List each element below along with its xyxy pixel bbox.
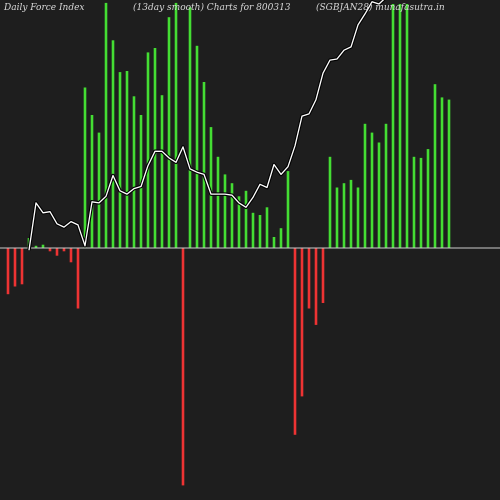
force-bar-positive: [286, 171, 290, 248]
force-bar-negative: [69, 248, 73, 263]
force-bar-positive: [440, 97, 444, 249]
force-bar-positive: [258, 215, 262, 248]
force-bar-positive: [363, 123, 367, 248]
force-bar-negative: [13, 248, 17, 287]
force-bar-positive: [335, 187, 339, 248]
force-bar-positive: [41, 244, 45, 248]
force-bar-positive: [328, 156, 332, 248]
force-bar-positive: [83, 87, 87, 248]
force-bar-positive: [279, 228, 283, 248]
force-bar-positive: [160, 95, 164, 248]
force-bar-positive: [419, 157, 423, 248]
force-bar-positive: [223, 174, 227, 248]
chart-header-left: Daily Force Index: [4, 3, 85, 13]
force-bar-positive: [384, 123, 388, 248]
force-bar-positive: [447, 99, 451, 248]
force-bar-negative: [20, 248, 24, 285]
force-bar-positive: [153, 48, 157, 248]
force-bar-positive: [230, 183, 234, 248]
force-bar-positive: [265, 207, 269, 248]
force-bar-negative: [314, 248, 318, 325]
force-bar-positive: [111, 40, 115, 248]
force-bar-positive: [125, 71, 129, 248]
force-bar-positive: [426, 149, 430, 248]
force-bar-negative: [76, 248, 80, 309]
chart-header-center: (13day smooth) Charts for 800313: [133, 3, 291, 13]
force-bar-negative: [48, 248, 52, 252]
force-bar-positive: [216, 156, 220, 248]
smooth-line: [28, 0, 385, 251]
force-bar-positive: [188, 7, 192, 248]
force-bar-positive: [272, 237, 276, 248]
force-bar-negative: [307, 248, 311, 309]
force-bar-positive: [356, 187, 360, 248]
force-bar-positive: [349, 179, 353, 248]
force-bar-positive: [405, 4, 409, 248]
force-bar-positive: [251, 212, 255, 248]
force-bar-positive: [167, 17, 171, 249]
force-bar-positive: [342, 183, 346, 248]
force-bar-positive: [209, 127, 213, 248]
force-bar-positive: [90, 115, 94, 248]
force-bar-negative: [293, 248, 297, 435]
force-bar-positive: [391, 4, 395, 248]
force-bar-positive: [398, 4, 402, 248]
force-bar-positive: [174, 2, 178, 249]
force-bar-positive: [202, 82, 206, 248]
force-bar-negative: [6, 248, 10, 295]
force-bar-positive: [412, 156, 416, 248]
force-bar-positive: [146, 52, 150, 249]
force-bar-positive: [104, 2, 108, 249]
force-bar-positive: [118, 72, 122, 248]
force-bar-negative: [300, 248, 304, 397]
force-bar-positive: [433, 84, 437, 248]
force-bar-positive: [195, 45, 199, 248]
force-bar-positive: [132, 96, 136, 248]
force-bar-positive: [34, 245, 38, 248]
force-bar-negative: [62, 248, 66, 252]
force-bar-positive: [370, 132, 374, 248]
force-bar-negative: [181, 248, 185, 486]
force-bar-positive: [244, 190, 248, 248]
force-bar-positive: [377, 142, 381, 248]
force-bar-negative: [55, 248, 59, 256]
force-bar-positive: [237, 196, 241, 248]
force-bar-positive: [97, 132, 101, 248]
chart-header-right: (SGBJAN28) munafasutra.in: [316, 3, 445, 13]
force-bar-negative: [321, 248, 325, 303]
